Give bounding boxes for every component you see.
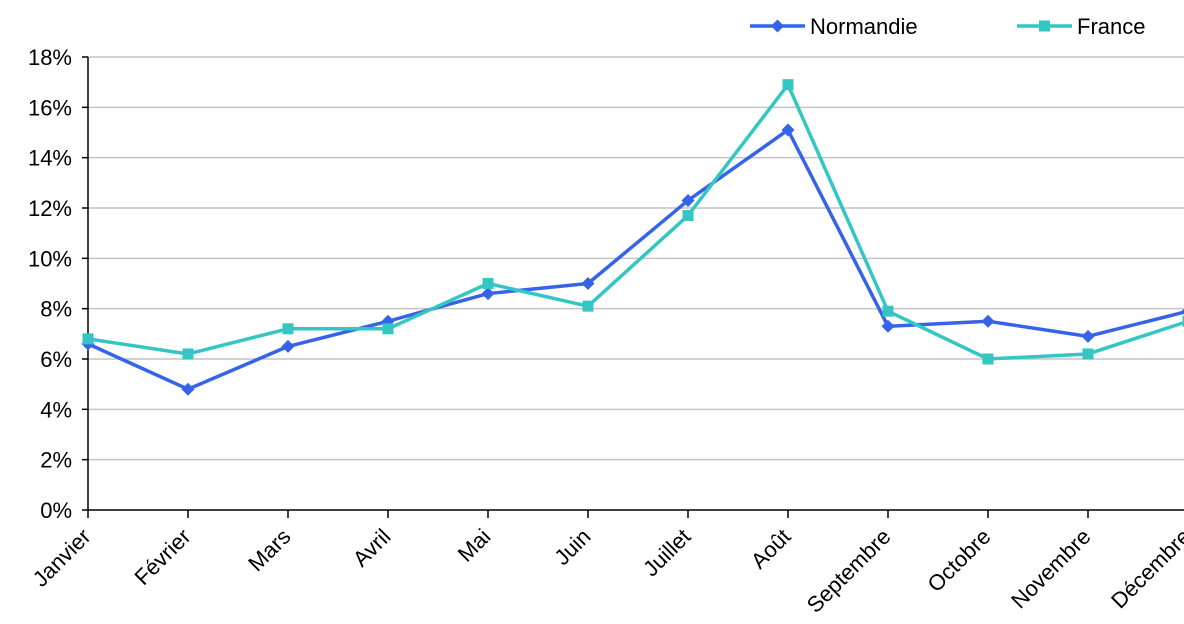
- data-point: [82, 333, 94, 345]
- data-point: [281, 339, 295, 353]
- x-tick-label: Septembre: [802, 524, 896, 618]
- x-tick-label: Novembre: [1006, 524, 1095, 613]
- data-point: [682, 210, 694, 222]
- legend: Normandie France: [750, 14, 1145, 39]
- axes: [82, 56, 1184, 518]
- data-point: [582, 300, 594, 312]
- data-point: [382, 323, 394, 335]
- data-point: [681, 193, 695, 207]
- data-point: [1082, 348, 1094, 360]
- data-point: [1081, 329, 1095, 343]
- data-point: [981, 314, 995, 328]
- grid-lines: [88, 56, 1184, 461]
- y-axis-tick-labels: 0% 2% 4% 6% 8% 10% 12% 14% 16% 18%: [28, 45, 72, 523]
- y-tick-label: 6%: [40, 347, 72, 372]
- data-point: [982, 353, 994, 365]
- data-point: [282, 323, 294, 335]
- x-tick-label: Février: [129, 524, 195, 590]
- y-tick-label: 16%: [28, 95, 72, 120]
- data-point: [782, 79, 794, 91]
- legend-item-normandie: Normandie: [750, 14, 918, 39]
- data-point: [1182, 315, 1184, 327]
- data-point: [182, 348, 194, 360]
- series-layer: [81, 79, 1184, 396]
- data-point: [581, 277, 595, 290]
- legend-label: Normandie: [810, 14, 918, 39]
- series-line: [87, 128, 1184, 391]
- x-tick-label: Octobre: [923, 524, 996, 597]
- x-tick-label: Mai: [453, 524, 496, 567]
- y-tick-label: 18%: [28, 45, 72, 70]
- legend-marker: [771, 19, 784, 33]
- x-tick-label: Juin: [549, 524, 595, 570]
- y-tick-label: 0%: [40, 498, 72, 523]
- x-tick-label: Août: [746, 524, 796, 574]
- x-tick-label: Juillet: [638, 524, 695, 581]
- series-normandie: [81, 123, 1184, 396]
- data-point: [482, 278, 494, 289]
- legend-marker: [1039, 20, 1050, 32]
- y-tick-label: 2%: [40, 448, 72, 473]
- data-point: [181, 382, 195, 396]
- legend-label: France: [1077, 14, 1145, 39]
- legend-item-france: France: [1017, 14, 1145, 39]
- x-tick-label: Décembre: [1106, 524, 1184, 613]
- data-point: [481, 287, 495, 301]
- y-tick-label: 12%: [28, 196, 72, 221]
- series-france: [82, 79, 1184, 365]
- series-line: [87, 82, 1184, 361]
- y-tick-label: 4%: [40, 397, 72, 422]
- data-point: [881, 319, 895, 333]
- y-tick-label: 10%: [28, 246, 72, 271]
- data-point: [1181, 308, 1184, 314]
- data-point: [882, 305, 894, 317]
- data-point: [781, 123, 795, 137]
- x-tick-label: Janvier: [28, 524, 96, 592]
- y-tick-label: 14%: [28, 146, 72, 171]
- x-axis-tick-labels: Janvier Février Mars Avril Mai Juin Juillet Aoû…: [28, 524, 1184, 618]
- x-tick-label: Avril: [348, 524, 396, 572]
- x-tick-label: Mars: [243, 524, 295, 576]
- y-tick-label: 8%: [40, 297, 72, 322]
